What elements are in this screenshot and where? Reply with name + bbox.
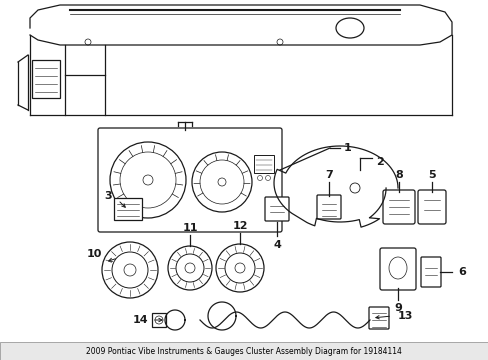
Text: 2009 Pontiac Vibe Instruments & Gauges Cluster Assembly Diagram for 19184114: 2009 Pontiac Vibe Instruments & Gauges C…: [86, 346, 401, 356]
Circle shape: [110, 142, 185, 218]
Text: 8: 8: [394, 170, 402, 180]
Circle shape: [168, 246, 212, 290]
Text: 12: 12: [232, 221, 247, 231]
Circle shape: [224, 253, 254, 283]
FancyBboxPatch shape: [264, 197, 288, 221]
Text: 10: 10: [86, 249, 102, 259]
Text: 4: 4: [272, 240, 281, 250]
Circle shape: [265, 176, 270, 180]
Bar: [114, 198, 142, 220]
Text: 3: 3: [104, 191, 112, 201]
FancyBboxPatch shape: [98, 128, 282, 232]
FancyBboxPatch shape: [420, 257, 440, 287]
Text: 9: 9: [393, 303, 401, 313]
Bar: [253, 155, 273, 173]
Circle shape: [200, 160, 244, 204]
Text: 7: 7: [325, 170, 332, 180]
Circle shape: [142, 175, 153, 185]
Circle shape: [257, 176, 262, 180]
Ellipse shape: [388, 257, 406, 279]
Text: 14: 14: [132, 315, 147, 325]
Circle shape: [216, 244, 264, 292]
FancyBboxPatch shape: [316, 195, 340, 219]
Bar: [32, 60, 60, 98]
Circle shape: [155, 316, 163, 324]
Circle shape: [218, 178, 225, 186]
Circle shape: [124, 264, 136, 276]
Bar: [152, 313, 165, 327]
Circle shape: [192, 152, 251, 212]
Text: 6: 6: [457, 267, 465, 277]
Circle shape: [235, 263, 244, 273]
Circle shape: [102, 242, 158, 298]
Circle shape: [349, 183, 359, 193]
Circle shape: [276, 39, 283, 45]
Circle shape: [112, 252, 148, 288]
Text: 11: 11: [182, 223, 197, 233]
Text: 5: 5: [427, 170, 435, 180]
Circle shape: [85, 39, 91, 45]
Circle shape: [120, 152, 176, 208]
Circle shape: [184, 263, 195, 273]
Circle shape: [176, 254, 203, 282]
FancyBboxPatch shape: [368, 307, 388, 329]
Text: 13: 13: [397, 311, 412, 321]
Bar: [0, 342, 488, 360]
Ellipse shape: [335, 18, 363, 38]
Text: 2: 2: [375, 157, 383, 167]
FancyBboxPatch shape: [379, 248, 415, 290]
FancyBboxPatch shape: [382, 190, 414, 224]
FancyBboxPatch shape: [417, 190, 445, 224]
Text: 1: 1: [344, 143, 351, 153]
